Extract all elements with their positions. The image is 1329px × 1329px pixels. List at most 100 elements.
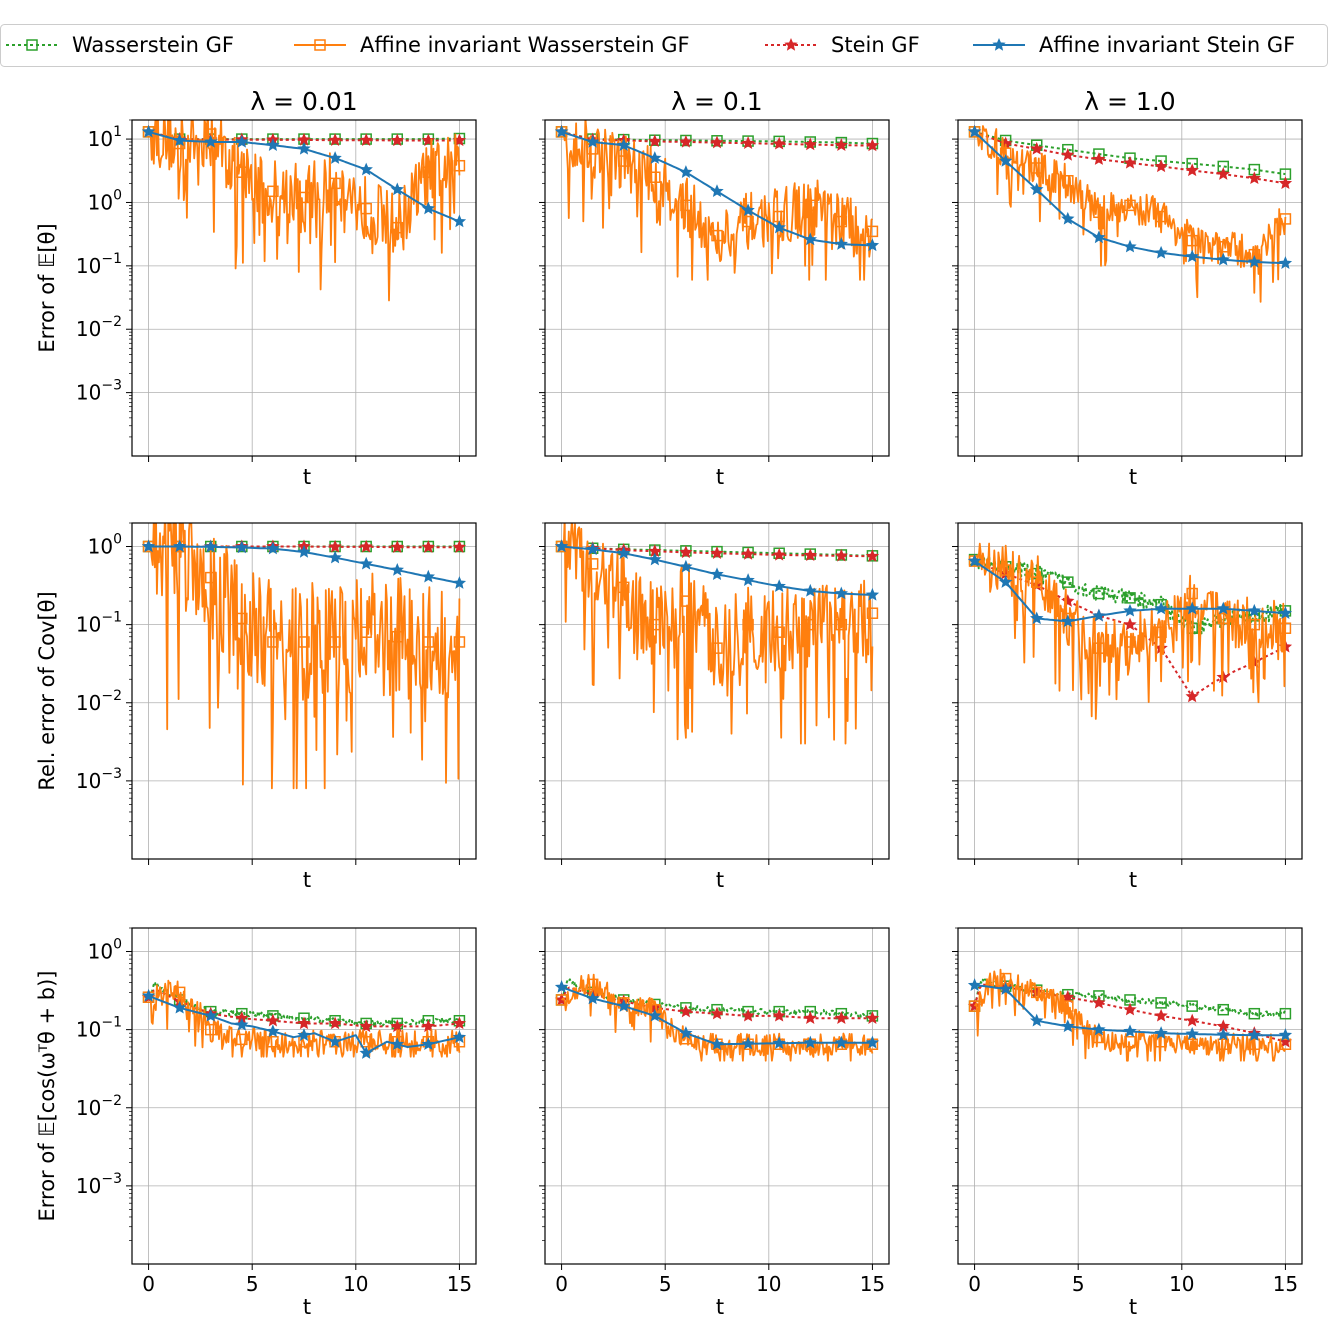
data-point-wgf xyxy=(1124,592,1136,604)
x-tick-label: 15 xyxy=(447,1272,472,1296)
y-axis-label: Error of 𝔼[cos(ωᵀθ + b)] xyxy=(35,971,59,1222)
data-point-aisgf xyxy=(328,151,342,164)
data-point-aisgf xyxy=(586,991,600,1005)
data-point-aisgf xyxy=(1185,1026,1199,1040)
column-title: λ = 0.01 xyxy=(250,87,357,116)
data-point-aiwgf xyxy=(298,191,310,204)
data-point-aisgf xyxy=(1216,252,1231,266)
data-point-sgf xyxy=(803,1011,817,1024)
data-point-aisgf xyxy=(1123,239,1137,253)
y-tick-exponent: −3 xyxy=(101,378,122,394)
data-point-aiwgf xyxy=(711,229,723,242)
series-line-aiwgf xyxy=(974,542,1287,720)
data-point-aiwgf xyxy=(360,626,372,638)
y-tick-exponent: 0 xyxy=(113,187,122,203)
data-point-aisgf xyxy=(967,124,982,138)
x-tick-label: 0 xyxy=(555,1272,568,1296)
y-axis-label: Rel. error of Cov[θ] xyxy=(35,591,59,790)
y-tick-label: 100 xyxy=(88,532,122,559)
y-tick-label: 10−2 xyxy=(76,314,122,341)
data-point-aiwgf xyxy=(1217,241,1230,253)
data-point-aisgf xyxy=(999,982,1013,995)
series-line-aiwgf xyxy=(561,973,874,1062)
axes-frame xyxy=(131,522,477,860)
data-point-sgf xyxy=(834,1011,848,1024)
data-point-aiwgf xyxy=(1124,199,1136,212)
data-point-aisgf xyxy=(1154,1026,1168,1039)
data-point-sgf xyxy=(266,1013,280,1027)
data-point-aisgf xyxy=(173,539,187,553)
data-point-aisgf xyxy=(452,214,467,228)
data-point-aiwgf xyxy=(1062,1000,1074,1012)
x-tick-label: 5 xyxy=(659,1272,672,1296)
data-point-aisgf xyxy=(173,133,187,147)
data-point-aisgf xyxy=(421,201,435,215)
data-point-sgf xyxy=(1123,155,1137,169)
plot-area xyxy=(967,542,1293,720)
data-point-aiwgf xyxy=(1124,636,1136,648)
data-point-aisgf xyxy=(203,1008,218,1022)
data-point-aiwgf xyxy=(742,618,754,631)
data-point-aisgf xyxy=(173,1000,187,1014)
data-point-aiwgf xyxy=(680,199,692,212)
data-point-aisgf xyxy=(1123,603,1137,617)
data-point-aiwgf xyxy=(1217,1038,1230,1051)
data-point-aiwgf xyxy=(1279,1038,1292,1051)
x-tick-label: 15 xyxy=(1273,1272,1298,1296)
data-point-aisgf xyxy=(616,546,631,559)
x-tick-label: 5 xyxy=(246,1272,259,1296)
data-point-aiwgf xyxy=(1186,1038,1198,1051)
axes-frame xyxy=(131,927,477,1265)
data-point-aiwgf xyxy=(1279,213,1292,225)
panel-r2-c0: 100 10−1 10−2 10−3 0 5 10 15 t Error of 𝔼[cos(ωᵀθ… xyxy=(35,927,477,1319)
data-point-wgf xyxy=(1248,1007,1261,1020)
x-axis-label: t xyxy=(1129,1295,1137,1319)
plot-area xyxy=(141,523,467,790)
data-point-sgf xyxy=(865,1011,880,1024)
legend-label-aiwgf: Affine invariant Wasserstein GF xyxy=(360,33,690,57)
data-point-aiwgf xyxy=(1248,618,1261,631)
data-point-aisgf xyxy=(297,544,311,558)
data-point-aiwgf xyxy=(329,636,341,648)
data-point-aisgf xyxy=(1092,608,1106,622)
data-point-aiwgf xyxy=(866,225,879,238)
data-point-aiwgf xyxy=(804,618,817,631)
data-point-aiwgf xyxy=(1248,1038,1261,1051)
data-point-aisgf xyxy=(1278,256,1293,269)
legend-label-wgf: Wasserstein GF xyxy=(72,33,234,57)
data-point-sgf xyxy=(1123,1002,1137,1016)
plot-area xyxy=(141,120,467,302)
plot-area xyxy=(554,120,880,281)
data-point-wgf xyxy=(1155,997,1167,1009)
data-point-aiwgf xyxy=(1217,612,1230,625)
data-point-aiwgf xyxy=(1030,986,1043,999)
x-tick-label: 5 xyxy=(1072,1272,1085,1296)
data-point-sgf xyxy=(1278,176,1293,190)
data-point-sgf xyxy=(390,133,405,147)
data-point-aisgf xyxy=(967,978,982,991)
data-point-sgf xyxy=(1185,689,1199,703)
series-line-sgf xyxy=(974,130,1286,185)
data-point-aiwgf xyxy=(711,642,723,654)
data-point-aisgf xyxy=(328,1034,342,1048)
data-point-sgf xyxy=(359,133,373,146)
data-point-aiwgf xyxy=(422,166,435,178)
data-point-aisgf xyxy=(586,542,600,556)
data-point-aisgf xyxy=(1029,611,1044,625)
y-tick-exponent: −2 xyxy=(101,314,122,330)
data-point-aiwgf xyxy=(1155,1035,1167,1048)
x-tick-label: 10 xyxy=(1169,1272,1194,1296)
data-point-aisgf xyxy=(999,575,1013,588)
data-point-aisgf xyxy=(679,1026,693,1039)
axes-frame xyxy=(957,522,1303,860)
data-point-aiwgf xyxy=(236,1033,248,1046)
series-line-aiwgf xyxy=(561,120,874,281)
data-point-sgf xyxy=(1154,159,1168,173)
data-point-aisgf xyxy=(803,583,818,597)
data-point-wgf xyxy=(1279,1007,1292,1020)
data-point-sgf xyxy=(452,540,467,553)
data-point-aiwgf xyxy=(298,636,310,648)
panel-r1-c0: 100 10−1 10−2 10−3 t Rel. error of Cov[θ] xyxy=(35,522,477,892)
data-point-aiwgf xyxy=(617,581,630,594)
